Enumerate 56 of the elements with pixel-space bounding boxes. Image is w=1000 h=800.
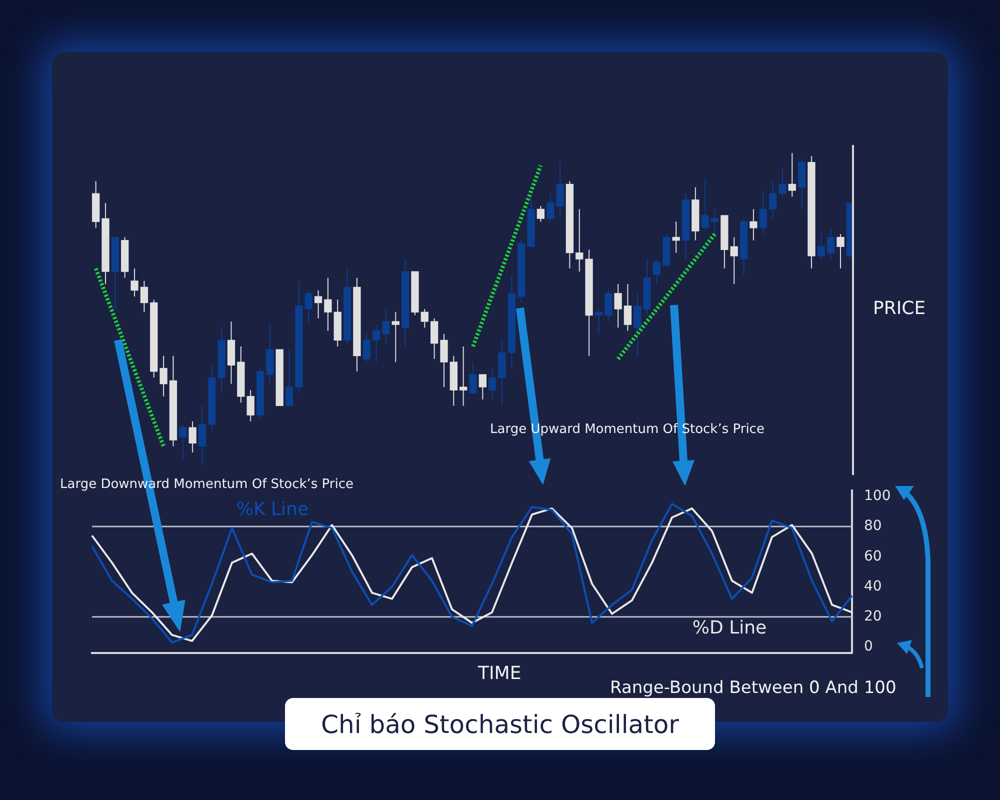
candlestick — [179, 424, 187, 460]
candlestick — [469, 362, 477, 394]
candlestick — [788, 152, 796, 198]
y-axis-title: PRICE — [873, 298, 926, 319]
y-tick-label: 60 — [864, 548, 882, 564]
candlestick — [420, 308, 428, 328]
candlestick — [304, 290, 312, 326]
candlestick — [285, 349, 294, 406]
candlestick — [362, 333, 370, 363]
candlestick — [488, 368, 496, 400]
x-axis-title: TIME — [478, 663, 522, 684]
candlestick — [701, 177, 709, 232]
candlestick — [614, 284, 622, 328]
y-tick-label: 0 — [864, 638, 873, 655]
text: Chỉ báo Stochastic Oscillator — [285, 698, 715, 750]
candlestick — [392, 312, 400, 363]
candlestick — [836, 234, 844, 269]
candlestick — [460, 346, 468, 406]
candlestick — [536, 206, 545, 222]
y-tick-label: 40 — [864, 578, 882, 594]
candlestick — [478, 374, 486, 400]
candlestick — [546, 193, 554, 222]
candlestick — [324, 277, 332, 332]
candlestick — [140, 280, 148, 313]
candlestick — [624, 284, 632, 332]
y-tick-label: 100 — [864, 488, 891, 504]
candlestick — [604, 290, 612, 322]
candlestick — [750, 208, 758, 241]
candlestick — [440, 333, 448, 388]
candlestick — [634, 292, 642, 356]
candlestick — [430, 318, 438, 360]
y-tick-label: 80 — [864, 518, 882, 534]
y-tick-label: 20 — [864, 608, 882, 625]
candlestick — [594, 308, 603, 334]
candlestick — [188, 420, 196, 454]
candlestick — [652, 258, 661, 285]
candlestick — [246, 390, 254, 422]
candlestick — [826, 227, 835, 260]
candlestick — [817, 230, 825, 260]
series-label: %K Line — [236, 499, 309, 520]
candlestick — [672, 221, 680, 254]
series-label: %D Line — [692, 618, 767, 639]
candlestick — [314, 290, 322, 319]
candlestick — [759, 190, 767, 235]
text: Range-Bound Between 0 And 100 — [610, 678, 896, 698]
candlestick — [730, 236, 738, 285]
candlestick — [710, 208, 719, 238]
candlestick — [576, 208, 584, 272]
candlestick — [372, 324, 380, 363]
candlestick — [160, 355, 168, 397]
candlestick — [556, 162, 564, 216]
candlestick — [382, 308, 390, 344]
candlestick — [198, 405, 206, 466]
candlestick — [778, 168, 786, 198]
candlestick — [130, 268, 138, 298]
candlestick — [768, 180, 777, 220]
